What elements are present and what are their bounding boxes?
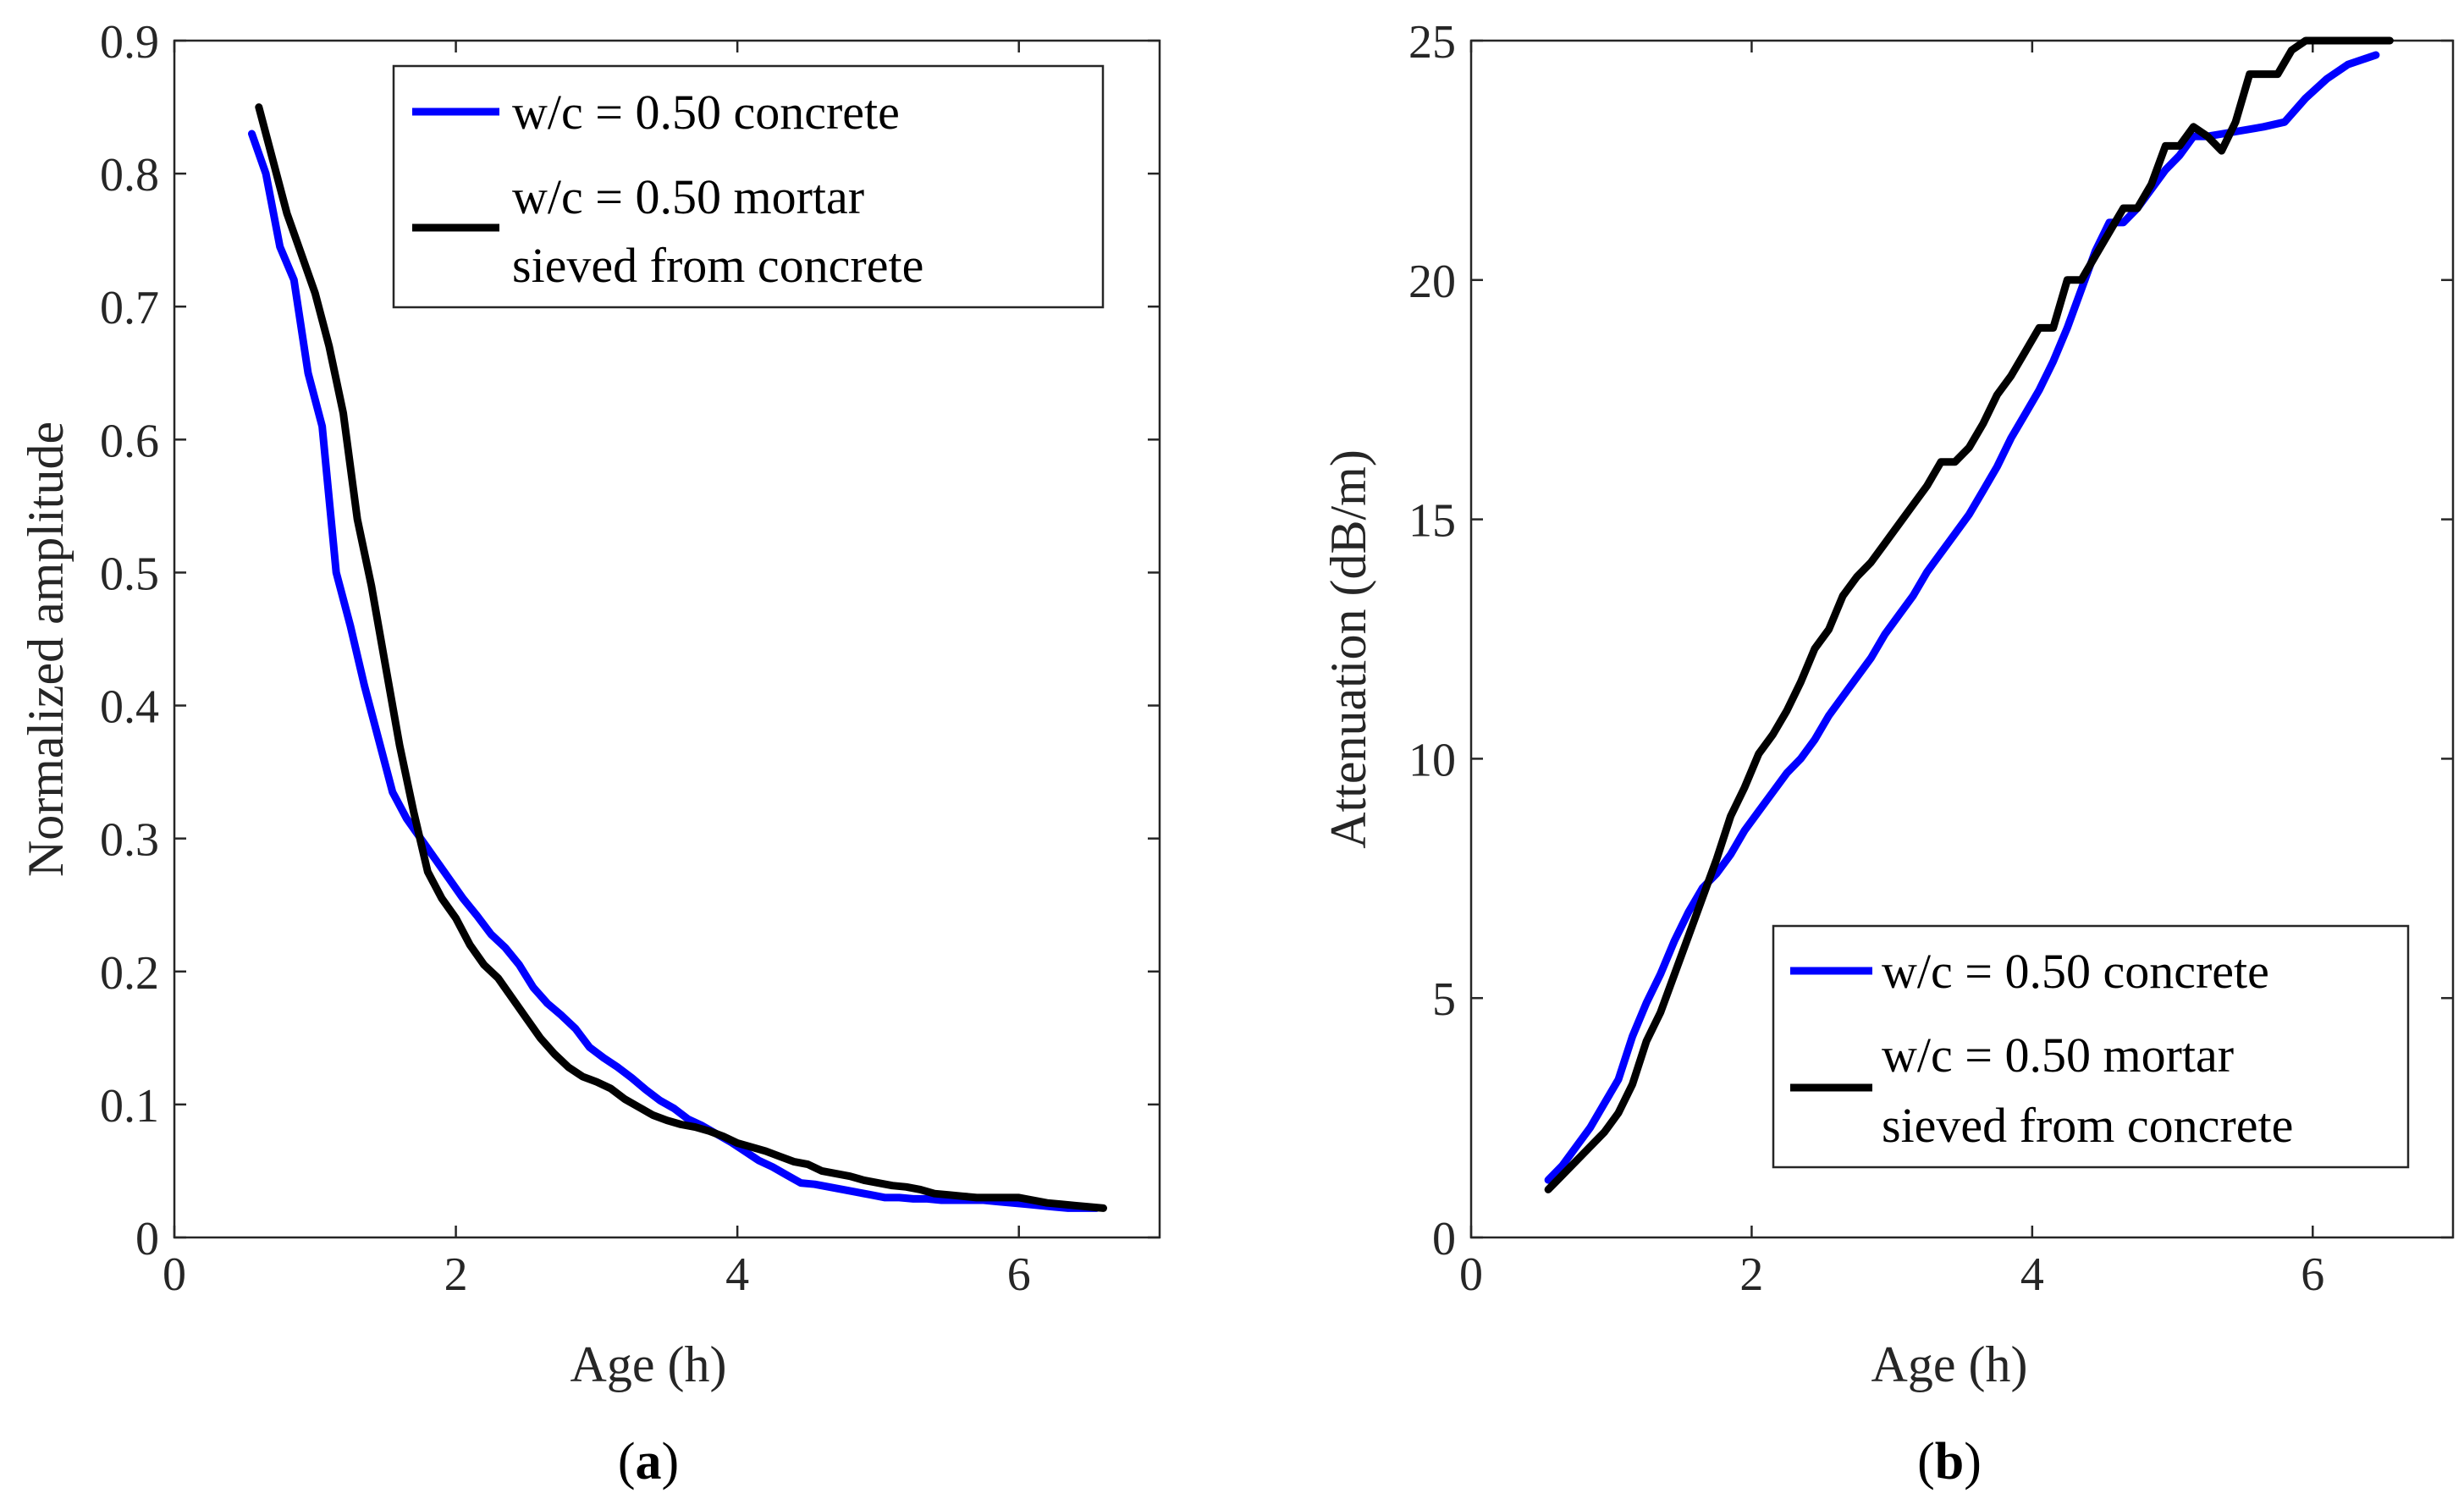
panel-b: 0 2 4 6 0 5 10 15 20 25 w/c = 0.50 concrete w/c =…: [1320, 16, 2455, 1491]
panel-a-y-tick-label: 0.4: [100, 681, 159, 734]
panel-a-legend-label-mortar-line1: w/c = 0.50 mortar: [512, 169, 864, 224]
panel-a-y-tick-label: 0.9: [100, 16, 159, 69]
panel-b-caption-letter: b: [1935, 1433, 1964, 1491]
panel-a-x-tick-label: 0: [163, 1248, 186, 1301]
panel-a-axes-box: [173, 39, 1161, 1239]
panel-a-x-tick-label: 2: [444, 1248, 468, 1301]
panel-a-x-axis-label: Age (h): [571, 1336, 727, 1392]
panel-b-legend-label-concrete: w/c = 0.50 concrete: [1882, 944, 2269, 999]
panel-b-y-tick-label: 20: [1408, 256, 1456, 308]
panel-b-x-tick-label: 4: [2020, 1248, 2044, 1301]
panel-a-y-tick-label: 0: [135, 1213, 159, 1265]
panel-b-caption: (b): [1917, 1433, 1982, 1491]
panel-a-legend-label-mortar-line2: sieved from concrete: [512, 238, 923, 293]
panel-b-series-concrete-line: [1544, 51, 2380, 1184]
panel-a-series-mortar-line: [255, 103, 1107, 1212]
panel-a-x-tick-label: 6: [1007, 1248, 1031, 1301]
panel-a-caption: (a): [618, 1433, 679, 1491]
panel-b-x-axis-label: Age (h): [1871, 1336, 2028, 1392]
panel-a-x-tick-label: 4: [725, 1248, 749, 1301]
panel-b-y-tick-label: 15: [1408, 495, 1456, 548]
panel-b-y-tick-label: 10: [1408, 734, 1456, 786]
panel-a-y-tick-label: 0.6: [100, 415, 159, 467]
panel-b-x-tick-label: 6: [2301, 1248, 2324, 1301]
panel-a-y-axis-label: Normalized amplitude: [18, 422, 74, 877]
panel-b-y-tick-label: 0: [1432, 1213, 1456, 1265]
panel-b-x-tick-label: 0: [1459, 1248, 1483, 1301]
panel-b-legend: [1772, 924, 2410, 1169]
panel-a-series-concrete-line: [248, 130, 1100, 1212]
panel-a-y-tick-label: 0.3: [100, 814, 159, 867]
panel-b-y-tick-label: 25: [1408, 16, 1456, 69]
panel-a-legend: [392, 64, 1105, 309]
panel-a-y-tick-label: 0.5: [100, 548, 159, 600]
panel-b-x-tick-label: 2: [1739, 1248, 1763, 1301]
panel-b-y-axis-label: Attenuation (dB/m): [1320, 449, 1376, 849]
panel-b-legend-label-mortar-line2: sieved from concrete: [1882, 1098, 2293, 1153]
panel-b-plot-area: 0 2 4 6 0 5 10 15 20 25: [1408, 16, 2455, 1301]
panel-a-plot-area: 0 2 4 6 0 0.1 0.2 0.3 0.4 0.5 0.6 0.7 0.8 0.9: [100, 16, 1161, 1301]
panel-b-axes-box: [1469, 39, 2455, 1239]
panel-a-caption-letter: a: [636, 1433, 662, 1491]
panel-a-y-tick-label: 0.1: [100, 1080, 159, 1132]
panel-a-legend-label-concrete: w/c = 0.50 concrete: [512, 85, 900, 140]
panel-b-legend-label-mortar-line1: w/c = 0.50 mortar: [1882, 1028, 2234, 1083]
panel-a: 0 2 4 6 0 0.1 0.2 0.3 0.4 0.5 0.6 0.7 0.8 0.9 w/c = 0…: [18, 16, 1161, 1491]
panel-a-y-tick-label: 0.8: [100, 149, 159, 201]
panel-b-series-mortar-line: [1544, 36, 2394, 1193]
panel-a-y-tick-label: 0.7: [100, 282, 159, 334]
panel-a-y-tick-label: 0.2: [100, 947, 159, 1000]
panel-b-y-tick-label: 5: [1432, 973, 1456, 1026]
